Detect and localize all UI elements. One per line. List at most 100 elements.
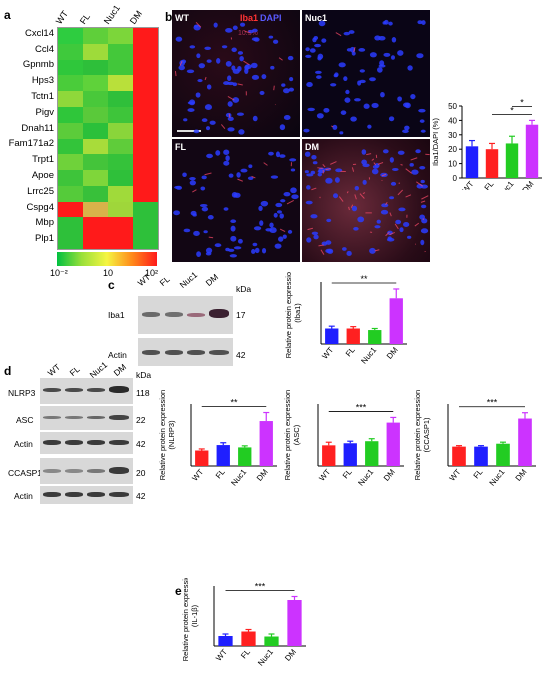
heatmap-cell xyxy=(58,43,83,61)
colorbar-tick: 10² xyxy=(145,268,159,278)
y-tick-label: 20 xyxy=(448,145,457,154)
micrograph-fl: FL xyxy=(172,139,300,262)
kda-header: kDa xyxy=(236,284,252,294)
kda-marker: 17 xyxy=(236,310,246,320)
bar xyxy=(485,149,499,178)
heatmap-gene-label: Dnah11 xyxy=(21,122,54,134)
heatmap-cell xyxy=(58,201,83,218)
bar-chart-ccasp1: Relative protein expression (CCASP1) WT FL N… xyxy=(413,390,536,488)
y-axis-label: Relative protein expression xyxy=(413,390,422,480)
significance-label: *** xyxy=(356,402,367,412)
heatmap-cell xyxy=(108,75,133,92)
bar xyxy=(218,636,233,646)
blot-lane-label: Nuc1 xyxy=(87,359,110,380)
bar xyxy=(346,328,360,344)
x-tick-label: FL xyxy=(472,467,485,480)
x-tick-label: DM xyxy=(255,467,270,483)
bar-chart-asc: Relative protein expression (ASC) WT FL Nuc1… xyxy=(283,390,404,488)
heatmap-cell xyxy=(133,217,158,234)
blot-lane-label: FL xyxy=(157,273,172,288)
heatmap-cell xyxy=(108,122,133,139)
heatmap-colorbar xyxy=(57,252,157,266)
significance-label: *** xyxy=(255,582,266,592)
x-tick-label: DM xyxy=(514,467,529,483)
bar xyxy=(216,445,230,466)
micrograph-nuclei-overlay xyxy=(173,19,430,258)
heatmap-cell xyxy=(133,185,158,203)
x-tick-label: Nuc1 xyxy=(359,345,378,366)
heatmap-cell xyxy=(83,59,108,76)
y-tick-label: 30 xyxy=(448,131,457,140)
x-tick-label: DM xyxy=(385,345,400,361)
colorbar-tick: 10 xyxy=(103,268,114,278)
x-tick-label: WT xyxy=(317,467,332,482)
bar xyxy=(259,421,273,466)
micrograph-label: Nuc1 xyxy=(305,13,328,23)
significance-label: *** xyxy=(487,398,498,408)
blot-strip-ccasp1 xyxy=(40,458,133,484)
heatmap-gene-label: Cspg4 xyxy=(26,201,54,213)
scale-bar xyxy=(177,130,201,132)
panel-label-b: b xyxy=(165,10,173,24)
bar xyxy=(496,443,510,466)
x-tick-label: Nuc1 xyxy=(488,467,507,488)
significance-label: ** xyxy=(360,274,368,284)
heatmap-gene-label: Tctn1 xyxy=(31,91,54,103)
bar xyxy=(241,631,256,646)
panel-label-d: d xyxy=(4,364,12,378)
heatmap-cell xyxy=(108,28,133,45)
bar-chart-il1b: Relative protein expression (IL-1β) WT FL Nu… xyxy=(181,578,306,668)
bar xyxy=(525,124,539,178)
y-axis-label: Iba1/DAPI (%) xyxy=(431,118,440,166)
significance-label: * xyxy=(510,105,514,115)
heatmap-cell xyxy=(108,201,133,218)
bar xyxy=(287,600,302,646)
heatmap-cell xyxy=(58,75,83,92)
x-tick-label: Nuc1 xyxy=(356,467,375,488)
x-tick-label: FL xyxy=(239,647,252,660)
blot-row-label: ASC xyxy=(16,415,34,425)
heatmap-cell xyxy=(133,170,158,187)
x-tick-label: DM xyxy=(283,647,298,663)
bar xyxy=(238,447,252,466)
x-tick-label: DM xyxy=(521,179,536,190)
bar-chart-nlrp3: Relative protein expression (NLRP3) WT FL Nu… xyxy=(158,390,277,488)
kda-marker: 118 xyxy=(136,388,150,398)
blot-strip-nlrp3 xyxy=(40,378,133,404)
heatmap-gene-label: Pigv xyxy=(35,106,54,118)
heatmap-cell xyxy=(133,106,158,124)
x-tick-label: Nuc1 xyxy=(497,179,516,190)
bar xyxy=(465,146,479,178)
heatmap-cell xyxy=(83,122,108,139)
x-tick-label: Nuc1 xyxy=(229,467,248,488)
heatmap-gene-label: Hps3 xyxy=(31,75,54,87)
micrograph-label: FL xyxy=(175,142,186,152)
stain-label-blue: DAPI xyxy=(260,13,282,23)
heatmap-col-label: DM xyxy=(127,8,145,26)
y-tick-label: 10 xyxy=(448,160,457,169)
micrograph-dm: DM xyxy=(302,139,430,262)
y-axis-label: Relative protein expression xyxy=(158,390,167,480)
y-axis-label: Relative protein expression xyxy=(284,272,293,358)
heatmap-gene-label: Trpt1 xyxy=(32,154,54,166)
heatmap-cell xyxy=(83,75,108,92)
heatmap-cell xyxy=(133,154,158,171)
bar xyxy=(452,446,466,466)
micrograph-label: WT xyxy=(175,13,189,23)
heatmap-cell xyxy=(108,91,133,108)
heatmap-cell xyxy=(133,43,158,61)
micrograph-annotation: 10.5% xyxy=(238,30,258,37)
heatmap-cell xyxy=(83,170,108,187)
heatmap-cell xyxy=(108,106,133,124)
heatmap-gene-label: Plp1 xyxy=(34,233,54,245)
heatmap-cell xyxy=(58,170,83,187)
kda-header: kDa xyxy=(136,370,152,380)
heatmap-col-label: WT xyxy=(53,8,71,26)
colorbar-tick: 10⁻² xyxy=(50,268,68,278)
heatmap-cell xyxy=(133,28,158,45)
heatmap-cell xyxy=(108,43,133,61)
bar xyxy=(389,298,403,344)
heatmap-cell xyxy=(133,75,158,92)
kda-marker: 22 xyxy=(136,415,146,425)
heatmap-cell xyxy=(108,154,133,171)
